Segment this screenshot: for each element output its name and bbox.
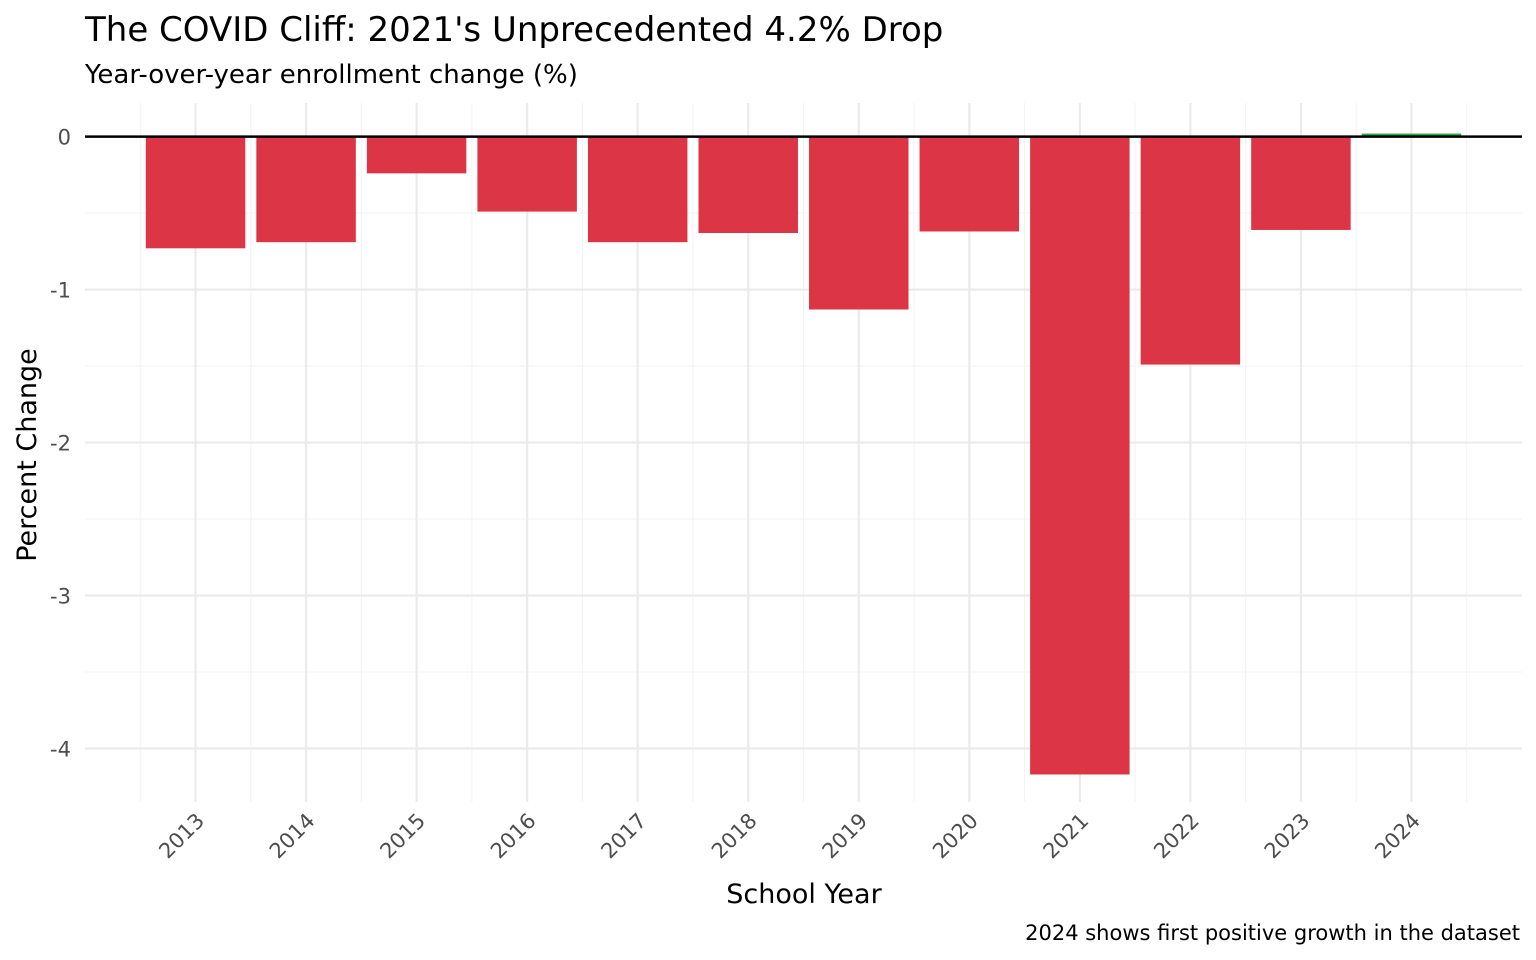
chart-caption: 2024 shows first positive growth in the … (1025, 921, 1520, 945)
chart-title: The COVID Cliff: 2021's Unprecedented 4.… (84, 10, 943, 50)
bar-2021 (1030, 136, 1130, 775)
x-tick-label: 2013 (154, 809, 209, 864)
x-axis-ticks: 2013 2014 2015 2016 2017 2018 2019 2020 2021 2022… (154, 809, 1425, 864)
bar-2017 (587, 136, 688, 243)
bar-2020 (919, 136, 1020, 232)
x-tick-label: 2019 (818, 809, 873, 864)
bar-2015 (366, 136, 467, 174)
bar-2014 (256, 136, 356, 243)
y-tick-label: -2 (50, 432, 71, 456)
y-tick-label: -4 (50, 737, 71, 761)
x-tick-label: 2021 (1039, 809, 1094, 864)
x-tick-label: 2015 (375, 809, 430, 864)
y-axis-ticks: 0 -1 -2 -3 -4 (50, 126, 71, 762)
bars (145, 133, 1462, 775)
x-tick-label: 2024 (1370, 809, 1425, 864)
x-tick-label: 2018 (707, 809, 762, 864)
y-tick-label: -1 (50, 279, 71, 303)
x-axis-title: School Year (726, 879, 882, 910)
x-tick-label: 2017 (596, 809, 651, 864)
x-tick-label: 2023 (1260, 809, 1315, 864)
x-tick-label: 2022 (1149, 809, 1204, 864)
bar-2023 (1251, 136, 1351, 230)
bar-2013 (145, 136, 246, 249)
bar-2019 (809, 136, 909, 310)
bar-2024 (1361, 133, 1462, 137)
bar-2018 (698, 136, 798, 234)
x-tick-label: 2014 (265, 809, 320, 864)
y-tick-label: 0 (58, 126, 71, 150)
x-tick-label: 2020 (928, 809, 983, 864)
x-tick-label: 2016 (486, 809, 541, 864)
bar-2022 (1140, 136, 1241, 365)
bar-2016 (477, 136, 577, 212)
chart-subtitle: Year-over-year enrollment change (%) (84, 60, 578, 90)
y-axis-title: Percent Change (12, 348, 43, 562)
y-tick-label: -3 (50, 585, 71, 609)
